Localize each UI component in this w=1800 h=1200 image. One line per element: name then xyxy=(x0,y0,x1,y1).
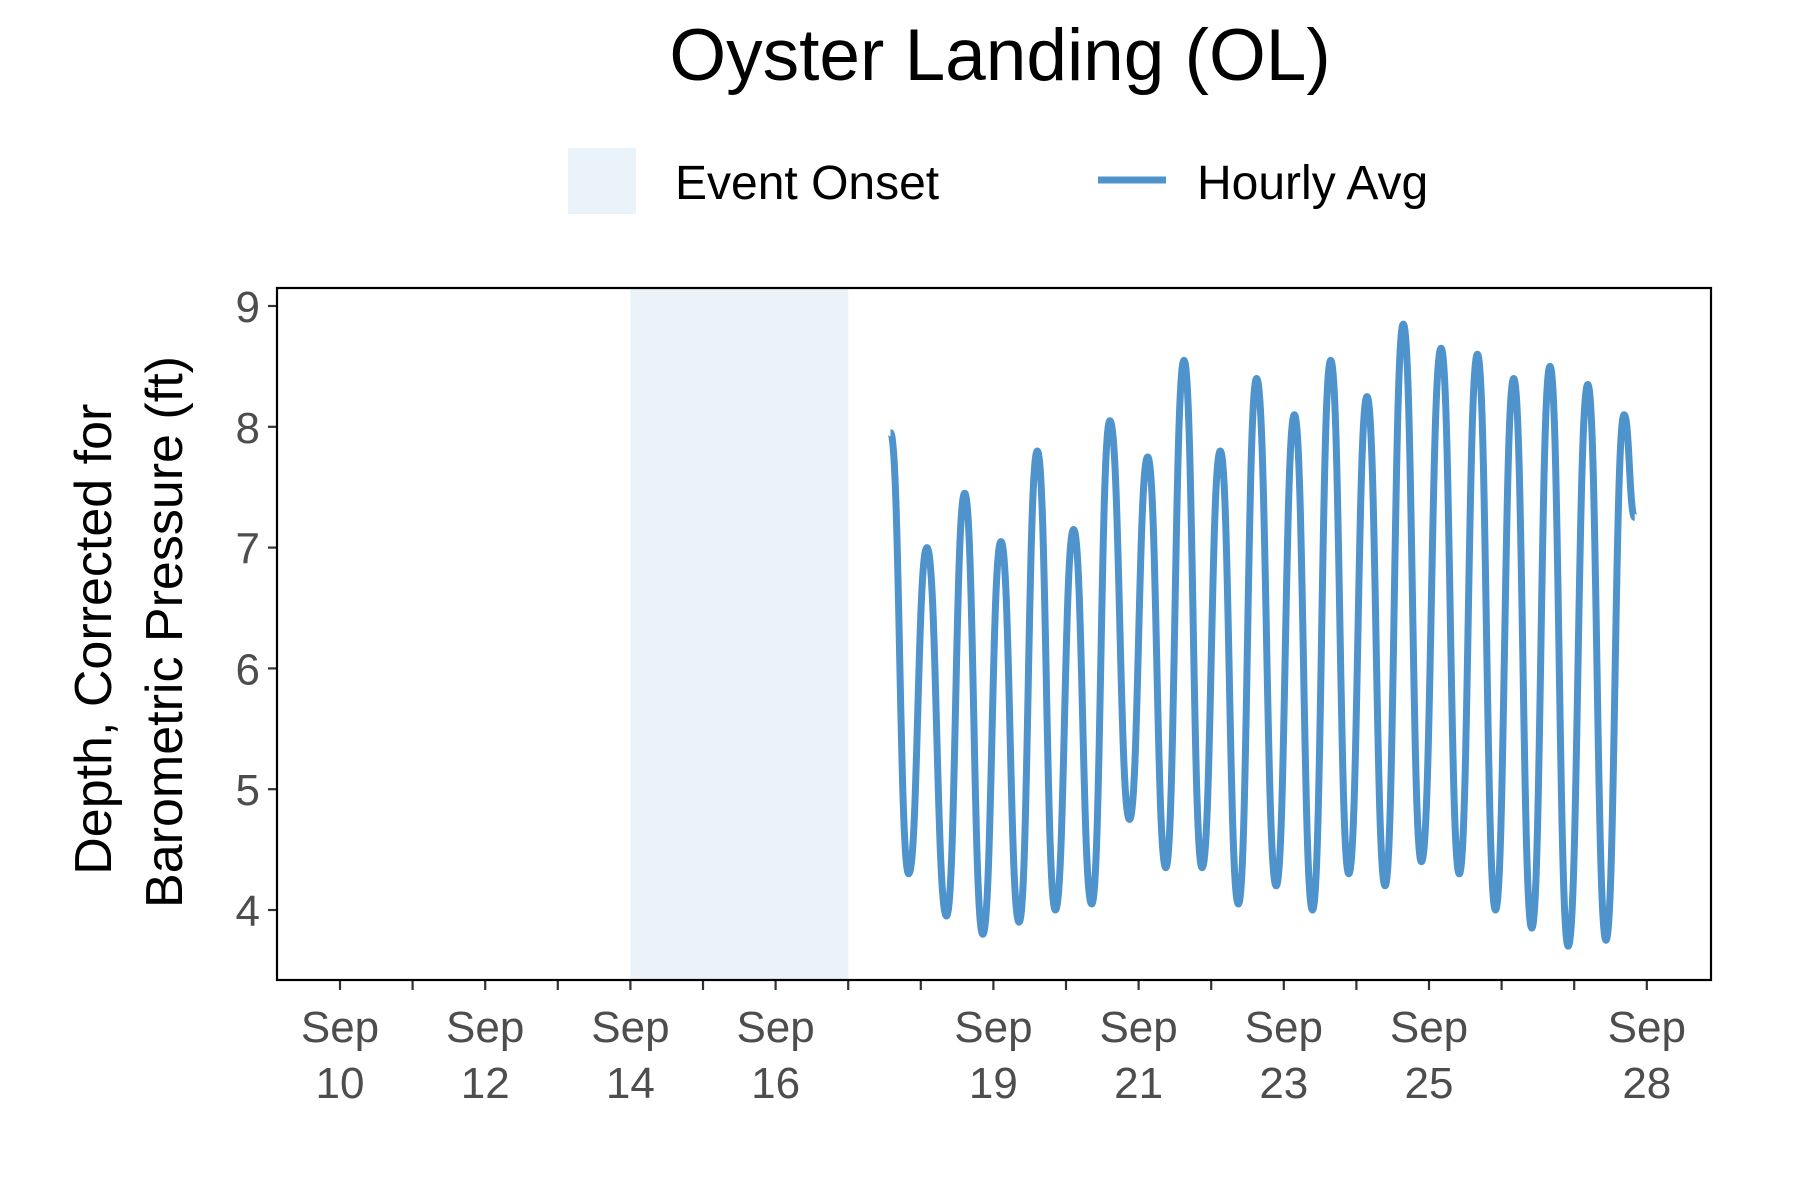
x-tick-label-day: 16 xyxy=(751,1059,800,1108)
y-tick-label: 4 xyxy=(236,887,260,936)
event-onset-region-layer xyxy=(630,289,849,979)
x-tick-label: Sep 14 xyxy=(591,1003,669,1108)
x-tick-label: Sep 19 xyxy=(954,1003,1032,1108)
x-tick-label: Sep 21 xyxy=(1099,1003,1177,1108)
x-tick-label: Sep 25 xyxy=(1390,1003,1468,1108)
legend-swatch-event-onset xyxy=(568,148,636,214)
x-tick-label-day: 14 xyxy=(606,1059,655,1108)
x-tick-label-month: Sep xyxy=(1099,1003,1177,1052)
y-axis-label-line-2: Barometric Pressure (ft) xyxy=(136,356,194,908)
y-tick-label: 5 xyxy=(236,766,260,815)
y-tick-label: 7 xyxy=(236,525,260,574)
x-tick-label-day: 25 xyxy=(1405,1059,1454,1108)
series-line-hourly-avg xyxy=(887,320,1639,950)
event-onset-region xyxy=(630,289,849,979)
x-tick-label-month: Sep xyxy=(954,1003,1032,1052)
chart-title: Oyster Landing (OL) xyxy=(669,15,1330,96)
x-tick-label: Sep 23 xyxy=(1245,1003,1323,1108)
x-tick-label-day: 21 xyxy=(1114,1059,1163,1108)
y-tick-label: 8 xyxy=(236,404,260,453)
x-tick-label: Sep 10 xyxy=(301,1003,379,1108)
plot-panel-border xyxy=(275,286,1713,982)
x-tick-label-day: 10 xyxy=(316,1059,365,1108)
x-tick-label-month: Sep xyxy=(446,1003,524,1052)
x-tick-label: Sep 12 xyxy=(446,1003,524,1108)
x-tick-label-day: 23 xyxy=(1259,1059,1308,1108)
x-tick-label-month: Sep xyxy=(301,1003,379,1052)
x-tick-label-day: 19 xyxy=(969,1059,1018,1108)
x-tick-label: Sep 28 xyxy=(1608,1003,1686,1108)
legend-label-event-onset: Event Onset xyxy=(675,157,939,210)
x-tick-label-month: Sep xyxy=(1245,1003,1323,1052)
y-axis: 4 5 6 7 8 9 xyxy=(236,283,277,936)
y-axis-label: Depth, Corrected for Barometric Pressure… xyxy=(65,356,194,908)
legend: Event Onset Hourly Avg xyxy=(568,148,1428,214)
x-axis: Sep 10 Sep 12 Sep 14 Sep 16 Sep 19 Sep 21 Sep 23 Sep 25… xyxy=(301,980,1686,1108)
x-tick-label: Sep 16 xyxy=(736,1003,814,1108)
x-tick-label-day: 28 xyxy=(1622,1059,1671,1108)
x-tick-label-month: Sep xyxy=(1608,1003,1686,1052)
x-tick-label-month: Sep xyxy=(1390,1003,1468,1052)
series-layer xyxy=(887,320,1639,950)
y-axis-label-line-1: Depth, Corrected for xyxy=(65,404,123,875)
y-tick-label: 6 xyxy=(236,645,260,694)
x-tick-label-month: Sep xyxy=(591,1003,669,1052)
y-tick-label: 9 xyxy=(236,283,260,332)
x-tick-label-month: Sep xyxy=(736,1003,814,1052)
x-tick-label-day: 12 xyxy=(461,1059,510,1108)
legend-label-hourly-avg: Hourly Avg xyxy=(1197,157,1428,210)
